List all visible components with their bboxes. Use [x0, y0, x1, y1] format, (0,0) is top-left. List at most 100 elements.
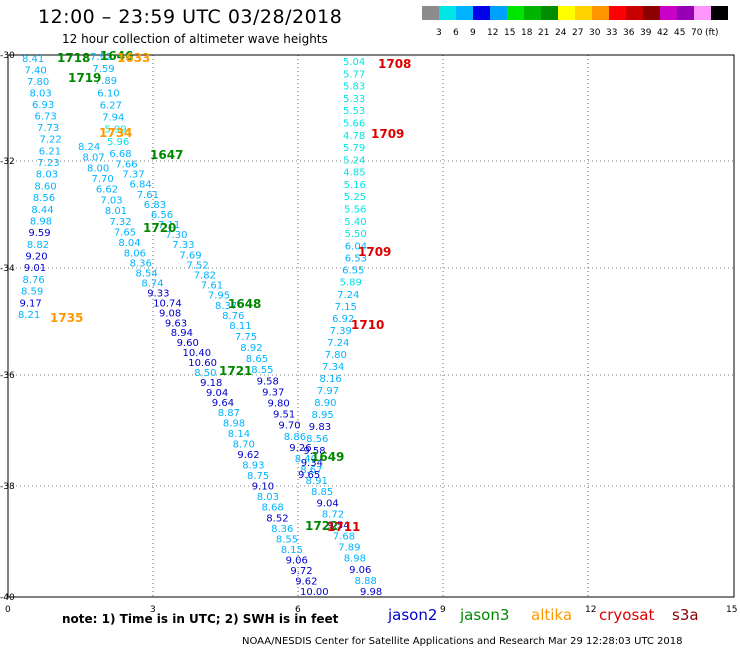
wave-height-value: 8.54	[136, 268, 158, 279]
wave-height-value: 7.52	[187, 260, 209, 271]
color-swatch	[541, 6, 558, 20]
pass-time-label: 1735	[50, 311, 83, 325]
wave-height-value: 7.73	[37, 123, 59, 134]
wave-height-value: 5.99	[105, 125, 127, 136]
wave-height-value: 9.17	[20, 298, 42, 309]
color-swatch	[490, 6, 507, 20]
pass-time-label: 1719	[68, 71, 101, 85]
pass-time-label: 1710	[351, 318, 384, 332]
wave-height-value: 7.61	[201, 281, 223, 292]
y-tick-label: -40	[0, 593, 15, 603]
pass-time-label: 1734	[99, 126, 132, 140]
map-frame	[7, 54, 735, 598]
wave-height-value: 5.53	[343, 106, 365, 117]
pass-time-label: 1711	[327, 520, 360, 534]
wave-height-value: 9.18	[200, 378, 222, 389]
wave-height-value: 7.69	[179, 250, 201, 261]
wave-height-value: 5.66	[343, 119, 365, 130]
wave-height-value: 7.32	[109, 217, 131, 228]
pass-time-label: 1720	[143, 221, 176, 235]
color-scale-label: 39	[640, 28, 652, 38]
wave-height-value: 8.56	[33, 193, 55, 204]
map-title: 12:00 – 23:59 UTC 03/28/2018	[38, 6, 343, 28]
wave-height-value: 6.04	[345, 241, 367, 252]
color-scale-label: 3	[436, 28, 442, 38]
y-tick-label: -34	[0, 264, 15, 274]
pass-time-label: 1648	[228, 297, 261, 311]
wave-height-value: 8.52	[266, 513, 288, 524]
wave-height-value: 8.36	[130, 258, 152, 269]
color-scale-label: 24	[555, 28, 567, 38]
wave-height-value: 8.44	[31, 205, 53, 216]
pass-time-label: 1646	[100, 49, 133, 63]
pass-time-label: 1708	[378, 57, 411, 71]
wave-height-value: 5.56	[344, 205, 366, 216]
color-scale-label: 33	[606, 28, 618, 38]
color-scale-label: 36	[623, 28, 635, 38]
wave-height-value: 9.72	[290, 566, 312, 577]
wave-height-value: 7.03	[100, 195, 122, 206]
wave-height-value: 9.37	[262, 387, 284, 398]
pass-time-label: 1718	[57, 51, 90, 65]
wave-height-value: 8.98	[30, 217, 52, 228]
x-tick-label: 6	[295, 605, 301, 615]
wave-height-value: 9.64	[212, 398, 234, 409]
color-swatch	[439, 6, 456, 20]
satellite-legend-jason2: jason2	[388, 606, 438, 624]
x-tick-label: 0	[5, 605, 11, 615]
wave-height-value: 10.74	[153, 298, 182, 309]
wave-height-value: 9.51	[273, 410, 295, 421]
wave-height-value: 4.85	[343, 168, 365, 179]
pass-time-label: 1709	[358, 245, 391, 259]
wave-height-value: 9.54	[327, 521, 349, 532]
wave-height-value: 8.85	[311, 487, 333, 498]
x-tick-label: 15	[726, 605, 737, 615]
wave-height-value: 8.21	[18, 310, 40, 321]
wave-height-value: 9.58	[303, 446, 325, 457]
color-swatch	[422, 6, 439, 20]
y-tick-label: -36	[0, 371, 15, 381]
map-subtitle: 12 hour collection of altimeter wave hei…	[62, 32, 328, 46]
wave-height-value: 5.50	[345, 229, 367, 240]
credit-line: NOAA/NESDIS Center for Satellite Applica…	[242, 636, 683, 647]
wave-height-value: 9.20	[25, 252, 47, 263]
color-swatch	[677, 6, 694, 20]
wave-height-value: 7.15	[335, 302, 357, 313]
wave-height-value: 7.97	[317, 386, 339, 397]
wave-height-value: 8.60	[34, 181, 56, 192]
wave-height-value: 8.14	[228, 429, 250, 440]
y-tick-label: -38	[0, 482, 15, 492]
wave-height-value: 7.11	[158, 220, 180, 231]
wave-height-value: 9.70	[278, 421, 300, 432]
wave-height-value: 5.79	[343, 143, 365, 154]
wave-height-value: 4.78	[343, 131, 365, 142]
wave-height-value: 7.40	[25, 66, 47, 77]
wave-height-value: 7.80	[27, 77, 49, 88]
wave-height-value: 9.01	[24, 263, 46, 274]
wave-height-value: 8.16	[320, 374, 342, 385]
wave-height-value: 7.33	[172, 240, 194, 251]
satellite-legend-jason3: jason3	[460, 606, 510, 624]
wave-height-value: 6.62	[96, 185, 118, 196]
wave-height-value: 8.82	[27, 240, 49, 251]
wave-height-value: 8.03	[36, 170, 58, 181]
color-swatch	[558, 6, 575, 20]
wave-height-value: 7.66	[115, 160, 137, 171]
y-tick-label: -32	[0, 157, 15, 167]
wave-height-value: 7.23	[37, 158, 59, 169]
color-swatch	[524, 6, 541, 20]
wave-height-value: 9.06	[349, 565, 371, 576]
color-swatch	[592, 6, 609, 20]
wave-height-value: 8.67	[300, 465, 322, 476]
wave-height-value: 8.76	[23, 275, 45, 286]
wave-height-value: 8.74	[141, 278, 163, 289]
wave-height-value: 8.04	[118, 238, 140, 249]
color-scale-label: (ft)	[705, 28, 719, 38]
wave-height-value: 6.73	[35, 112, 57, 123]
wave-height-value: 5.40	[344, 217, 366, 228]
color-scale-label: 9	[470, 28, 476, 38]
color-swatch	[643, 6, 660, 20]
wave-height-value: 8.40	[295, 454, 317, 465]
wave-height-value: 8.01	[105, 206, 127, 217]
wave-height-value: 9.65	[298, 470, 320, 481]
